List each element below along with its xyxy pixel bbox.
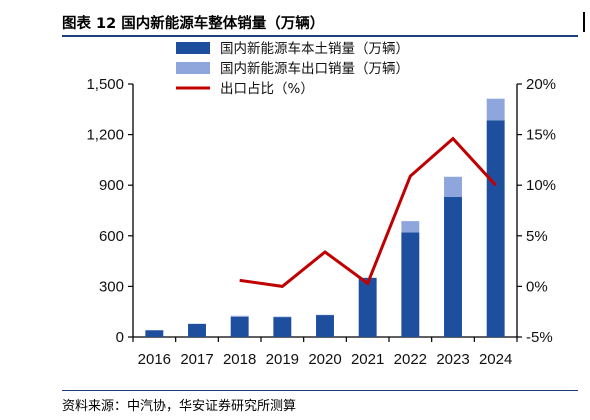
right-axis-tick-label: 10% [526,177,556,194]
x-axis-tick-label: 2016 [138,351,171,368]
left-axis-tick-label: 300 [99,278,124,295]
bar-domestic-2018 [230,316,249,337]
source-divider [62,390,578,391]
right-axis-tick-label: 0% [526,278,548,295]
legend-swatch-export [176,62,210,74]
legend-label-domestic: 国内新能源车本土销量（万辆） [220,40,409,57]
title-edge-marker [583,12,585,32]
bar-domestic-2016 [145,330,164,337]
title-divider [62,35,578,37]
x-axis-tick-label: 2021 [351,351,384,368]
left-axis-tick-label: 900 [99,177,124,194]
chart-title: 图表 12 国内新能源车整体销量（万辆） [62,16,325,32]
bar-domestic-2023 [444,197,462,337]
bar-domestic-2019 [273,317,292,337]
right-axis-tick-label: 15% [526,127,556,144]
x-axis-tick-label: 2017 [180,351,213,368]
bar-export-2024 [486,98,505,121]
bar-export-2022 [401,221,420,233]
right-axis-tick-label: 20% [526,76,556,93]
source-note: 资料来源：中汽协，华安证券研究所测算 [62,399,297,414]
legend-label-share: 出口占比（%） [220,81,314,97]
left-axis-tick-label: 1,200 [86,127,124,144]
x-axis-tick-label: 2023 [436,351,469,368]
x-axis-tick-label: 2020 [308,351,341,368]
left-axis-tick-label: 1,500 [86,76,124,93]
right-axis-tick-label: -5% [526,329,553,346]
bar-export-2019 [273,316,292,318]
x-axis-tick-label: 2022 [394,351,427,368]
export-share-line [239,136,497,288]
x-axis-tick-label: 2018 [223,351,256,368]
bar-domestic-2021 [358,277,377,337]
x-axis-tick-label: 2024 [479,351,512,368]
left-axis-tick-label: 600 [99,228,124,245]
bar-domestic-2024 [486,120,505,337]
bar-domestic-2020 [316,315,334,337]
bar-export-2023 [444,176,462,198]
x-axis-tick-label: 2019 [266,351,299,368]
right-axis-tick-label: 5% [526,228,548,245]
bar-domestic-2022 [401,232,420,337]
legend-swatch-domestic [176,42,210,54]
left-axis-tick-label: 0 [116,329,124,346]
legend-label-export: 国内新能源车出口销量（万辆） [220,60,409,77]
bar-domestic-2017 [188,323,206,337]
bar-export-2018 [230,315,249,317]
